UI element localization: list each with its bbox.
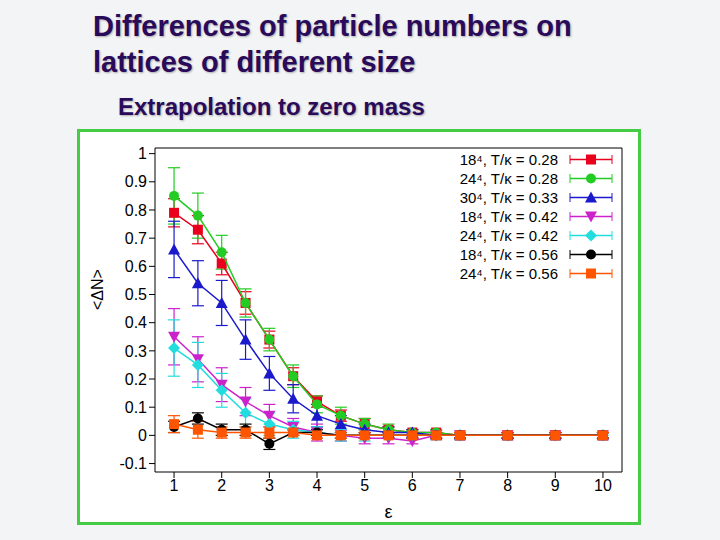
html-text:18⁴, T/κ = 0.28: 18⁴, T/κ = 0.28 — [459, 151, 558, 168]
svg-text:4: 4 — [313, 477, 322, 494]
svg-text:5: 5 — [360, 477, 369, 494]
svg-text:0.9: 0.9 — [125, 173, 147, 190]
html-text:Differences of particle number: Differences of particle numbers on latti… — [93, 10, 572, 78]
html-text:24⁴, T/κ = 0.56: 24⁴, T/κ = 0.56 — [459, 265, 558, 282]
svg-text:6: 6 — [408, 477, 417, 494]
svg-text:3: 3 — [265, 477, 274, 494]
svg-text:0.6: 0.6 — [125, 258, 147, 275]
svg-text:10: 10 — [594, 477, 612, 494]
svg-text:2: 2 — [217, 477, 226, 494]
svg-text:1: 1 — [138, 145, 147, 162]
html-text:18⁴, T/κ = 0.42: 18⁴, T/κ = 0.42 — [459, 208, 558, 225]
svg-text:0.1: 0.1 — [125, 399, 147, 416]
svg-text:-0.1: -0.1 — [119, 455, 147, 472]
svg-text:7: 7 — [456, 477, 465, 494]
svg-text:1: 1 — [170, 477, 179, 494]
html-text:24⁴, T/κ = 0.28: 24⁴, T/κ = 0.28 — [459, 170, 558, 187]
svg-text:<ΔN>: <ΔN> — [89, 269, 106, 310]
html-text:30⁴, T/κ = 0.33: 30⁴, T/κ = 0.33 — [459, 189, 558, 206]
svg-text:ε: ε — [384, 502, 392, 520]
svg-text:0.7: 0.7 — [125, 230, 147, 247]
html-text:18⁴, T/κ = 0.56: 18⁴, T/κ = 0.56 — [459, 246, 558, 263]
html-text:24⁴, T/κ = 0.42: 24⁴, T/κ = 0.42 — [459, 227, 558, 244]
svg-text:8: 8 — [503, 477, 512, 494]
svg-text:0.5: 0.5 — [125, 286, 147, 303]
svg-text:0.8: 0.8 — [125, 202, 147, 219]
svg-text:0.4: 0.4 — [125, 314, 147, 331]
html-text:Extrapolation to zero mass: Extrapolation to zero mass — [118, 93, 425, 120]
svg-text:9: 9 — [551, 477, 560, 494]
svg-text:0: 0 — [138, 427, 147, 444]
svg-text:0.3: 0.3 — [125, 343, 147, 360]
svg-text:0.2: 0.2 — [125, 371, 147, 388]
